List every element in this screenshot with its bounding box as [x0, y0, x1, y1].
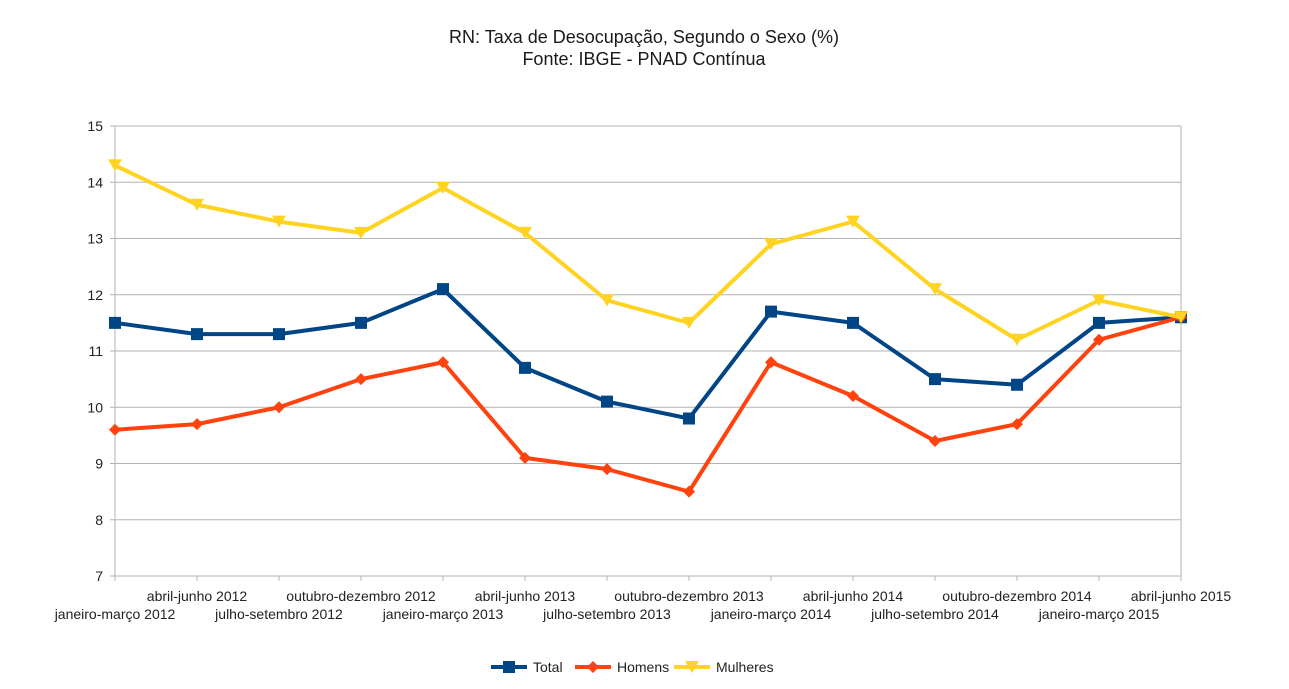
data-point: [1174, 311, 1188, 324]
series-group: [108, 159, 1188, 498]
x-tick-label: julho-setembro 2014: [870, 606, 999, 622]
y-tick-label: 8: [95, 512, 103, 528]
legend-label: Mulheres: [716, 659, 774, 675]
legend-marker-icon: [503, 661, 515, 673]
data-point: [519, 361, 531, 374]
data-point: [928, 283, 942, 296]
series-line-total: [114, 287, 1182, 421]
data-point: [1093, 333, 1105, 346]
data-point: [1011, 378, 1023, 391]
data-point: [1010, 333, 1024, 346]
y-tick-label: 11: [88, 343, 103, 359]
x-tick-label: outubro-dezembro 2012: [286, 588, 436, 604]
data-point: [683, 485, 695, 498]
data-point: [1093, 316, 1105, 329]
data-point: [190, 198, 204, 211]
x-tick-label: outubro-dezembro 2014: [942, 588, 1092, 604]
x-tick-label: janeiro-março 2015: [1038, 606, 1160, 622]
data-point: [600, 294, 614, 307]
y-tick-label: 12: [87, 287, 103, 303]
gridlines: [115, 125, 1181, 577]
data-point: [518, 226, 532, 239]
legend-marker-icon: [685, 661, 699, 673]
series-total: [109, 283, 1187, 425]
data-point: [1011, 418, 1023, 431]
x-tick-label: abril-junho 2013: [475, 588, 576, 604]
y-axis: 7 8 9 10 11 12 13 14 15: [87, 118, 1182, 584]
legend: Total Homens Mulheres: [491, 659, 774, 675]
series-line-mulheres: [114, 163, 1182, 342]
x-tick-label: janeiro-março 2014: [710, 606, 832, 622]
data-point: [273, 401, 285, 414]
data-point: [601, 395, 613, 408]
y-tick-label: 13: [87, 231, 103, 247]
data-point: [437, 283, 449, 296]
data-point: [601, 463, 613, 476]
data-point: [109, 423, 121, 436]
data-point: [847, 390, 859, 402]
data-point: [764, 238, 778, 251]
y-tick-label: 7: [95, 568, 103, 584]
y-tick-label: 15: [87, 118, 103, 134]
x-tick-label: julho-setembro 2013: [542, 606, 671, 622]
y-tick-label: 10: [87, 399, 103, 415]
x-tick-label: janeiro-março 2013: [382, 606, 504, 622]
x-tick-label: abril-junho 2015: [1131, 588, 1232, 604]
x-tick-label: janeiro-março 2012: [54, 606, 176, 622]
y-tick-label: 14: [87, 174, 103, 190]
data-point: [436, 181, 450, 194]
data-point: [354, 226, 368, 239]
data-point: [437, 356, 449, 369]
chart-subtitle: Fonte: IBGE - PNAD Contínua: [522, 49, 766, 69]
x-tick-label: julho-setembro 2012: [214, 606, 343, 622]
data-point: [191, 328, 203, 341]
data-point: [272, 215, 286, 228]
data-point: [682, 316, 696, 329]
data-point: [683, 412, 695, 425]
x-axis: janeiro-março 2012 abril-junho 2012 julho-…: [54, 575, 1232, 622]
data-point: [929, 373, 941, 386]
data-point: [273, 328, 285, 341]
chart-title: RN: Taxa de Desocupação, Segundo o Sexo …: [449, 27, 839, 47]
legend-marker-icon: [587, 661, 599, 673]
legend-label: Total: [533, 659, 563, 675]
data-point: [929, 435, 941, 447]
data-point: [108, 159, 122, 172]
legend-item-homens: Homens: [575, 659, 669, 675]
data-point: [765, 305, 777, 318]
data-point: [846, 215, 860, 228]
data-point: [355, 373, 367, 386]
series-line-homens: [114, 315, 1182, 494]
x-tick-label: abril-junho 2012: [147, 588, 248, 604]
legend-item-total: Total: [491, 659, 563, 675]
x-tick-label: abril-junho 2014: [803, 588, 904, 604]
data-point: [765, 356, 777, 369]
data-point: [355, 316, 367, 329]
series-homens: [109, 311, 1187, 498]
y-tick-label: 9: [95, 456, 103, 472]
data-point: [519, 451, 531, 464]
data-point: [847, 316, 859, 329]
x-tick-label: outubro-dezembro 2013: [614, 588, 764, 604]
data-point: [1092, 294, 1106, 307]
legend-item-mulheres: Mulheres: [674, 659, 774, 675]
series-mulheres: [108, 159, 1188, 346]
data-point: [109, 316, 121, 329]
data-point: [191, 418, 203, 431]
legend-label: Homens: [617, 659, 669, 675]
